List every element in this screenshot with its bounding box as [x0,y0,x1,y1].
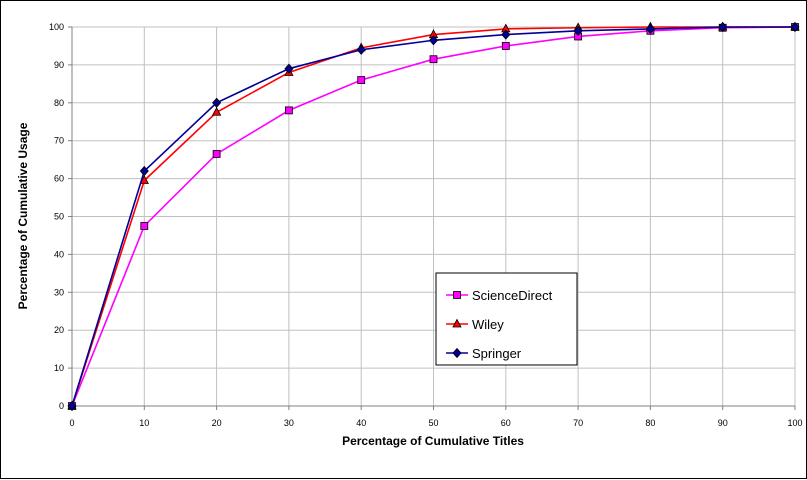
x-tick-label: 90 [718,418,728,428]
data-point [718,21,728,33]
data-point [501,42,510,50]
data-point [284,63,294,74]
data-point [284,106,293,115]
data-point [645,23,655,34]
data-point [139,165,149,177]
legend: ScienceDirect Wiley Springer [435,272,578,366]
data-point [356,44,366,55]
x-tick-label: 70 [573,418,583,428]
y-tick-label: 70 [54,136,64,146]
y-tick-label: 50 [54,212,64,222]
data-point [429,55,438,64]
data-point [140,222,149,230]
data-point [428,35,439,46]
data-point [790,21,800,33]
x-tick-label: 10 [139,418,149,428]
x-tick-label: 20 [212,418,222,428]
x-axis-title: Percentage of Cumulative Titles [342,434,524,448]
x-tick-label: 100 [787,418,802,428]
data-point [573,25,583,36]
axes [68,26,796,410]
data-point [67,400,77,412]
y-tick-label: 30 [54,287,64,297]
x-tick-label: 50 [428,418,438,428]
y-tick-label: 20 [54,325,64,335]
data-point [212,97,222,108]
y-tick-label: 90 [54,60,64,70]
y-tick-label: 100 [49,22,64,32]
x-tick-labels: 0 10 20 30 40 50 60 70 80 90 100 [69,418,802,428]
legend-marker [452,347,462,359]
y-axis-title: Percentage of Cumulative Usage [16,122,30,309]
data-point [501,29,511,40]
legend-label: Springer [472,346,522,361]
y-tick-label: 60 [54,174,64,184]
y-tick-label: 10 [54,363,64,373]
legend-label: Wiley [472,317,504,332]
grid [71,26,796,407]
legend-label: ScienceDirect [472,288,553,303]
data-point [357,76,366,84]
y-tick-label: 80 [54,98,64,108]
x-tick-label: 40 [356,418,366,428]
data-point [212,150,221,158]
legend-items: ScienceDirect Wiley Springer [446,288,553,361]
legend-box [435,272,578,366]
y-tick-label: 40 [54,249,64,259]
legend-item: Wiley [446,317,504,332]
x-tick-label: 80 [645,418,655,428]
data-point [211,106,222,116]
series [67,21,800,412]
x-tick-label: 0 [69,418,74,428]
legend-marker [452,318,462,328]
y-tick-label: 0 [59,401,64,411]
x-tick-label: 60 [501,418,511,428]
legend-item: Springer [446,346,522,361]
y-tick-labels: 0 10 20 30 40 50 60 70 80 90 100 [49,22,64,411]
legend-item: ScienceDirect [446,288,553,303]
x-tick-label: 30 [284,418,294,428]
legend-marker [453,291,461,299]
series-springer [67,21,800,412]
